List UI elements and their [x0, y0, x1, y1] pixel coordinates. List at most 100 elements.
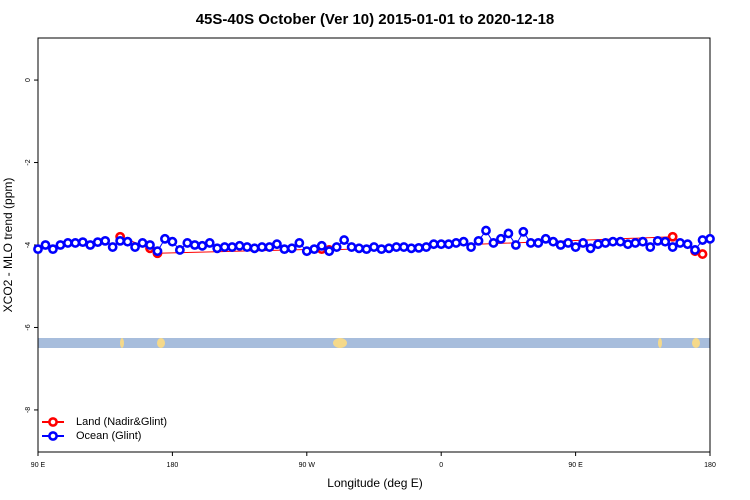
data-point [406, 243, 417, 254]
data-point [600, 238, 611, 248]
data-point [346, 242, 357, 252]
data-point [466, 242, 476, 252]
data-point [398, 242, 409, 252]
data-point [481, 225, 491, 236]
data-point [369, 242, 379, 252]
data-point [645, 242, 656, 252]
data-point [145, 240, 155, 250]
data-point [525, 238, 536, 248]
data-point [152, 246, 163, 257]
data-point [391, 242, 402, 252]
data-point [227, 242, 238, 252]
data-point [675, 238, 686, 248]
y-tick-label: -4 [25, 242, 32, 248]
data-point [540, 233, 551, 244]
data-point [593, 239, 603, 250]
land-patch [120, 338, 124, 348]
data-point [137, 238, 148, 248]
data-point [428, 239, 439, 250]
chart-title: 45S-40S October (Ver 10) 2015-01-01 to 2… [196, 11, 555, 28]
land-patch [658, 338, 662, 348]
data-point [637, 236, 648, 247]
data-point [578, 238, 588, 248]
x-tick-label: 0 [439, 462, 443, 469]
data-point [197, 240, 208, 251]
data-point [667, 242, 678, 252]
data-point [436, 239, 447, 250]
data-point [413, 242, 424, 253]
data-point [92, 237, 103, 248]
data-point [622, 239, 633, 250]
y-tick-label: -6 [25, 324, 32, 330]
y-tick-label: 0 [25, 78, 32, 82]
data-point [167, 236, 178, 247]
data-point [496, 233, 506, 244]
land-patch [692, 338, 700, 348]
data-point [182, 238, 193, 248]
legend-marker [48, 431, 58, 441]
data-point [107, 242, 118, 252]
data-point [294, 238, 305, 248]
data-point [533, 238, 544, 248]
data-point [189, 240, 200, 250]
data-point [212, 243, 223, 254]
data-point [473, 235, 484, 246]
data-point [272, 239, 282, 250]
y-tick-label: -8 [25, 407, 32, 413]
x-tick-label: 90 W [299, 462, 316, 469]
data-point [458, 236, 469, 247]
data-point [33, 244, 43, 255]
x-tick-label: 90 E [31, 462, 46, 469]
data-point [219, 242, 230, 252]
data-point [510, 240, 521, 250]
data-point [62, 238, 73, 248]
data-point [518, 226, 529, 237]
data-point [48, 244, 58, 255]
land-patch [333, 338, 347, 348]
mask-band [38, 338, 710, 348]
data-point [361, 244, 372, 255]
data-point [660, 236, 671, 247]
data-point [309, 244, 320, 255]
data-point [331, 242, 342, 252]
data-point [570, 242, 581, 252]
data-point [174, 245, 185, 255]
data-point [443, 239, 454, 250]
land-mask [38, 338, 710, 348]
data-point [376, 244, 387, 255]
data-point [286, 243, 297, 254]
data-point [301, 246, 312, 257]
data-point [160, 233, 170, 244]
data-point [630, 238, 641, 248]
y-tick-label: -2 [25, 159, 32, 165]
data-point [55, 240, 66, 250]
data-point [264, 242, 275, 252]
data-point [585, 243, 596, 254]
data-point [563, 238, 574, 248]
data-point [652, 235, 663, 246]
x-tick-label: 180 [704, 462, 716, 469]
data-point [421, 242, 432, 252]
y-axis-label: XCO2 - MLO trend (ppm) [1, 178, 15, 313]
data-point [697, 235, 708, 245]
data-point [234, 240, 245, 251]
data-point [615, 236, 626, 247]
data-point [697, 249, 708, 259]
legend-label: Ocean (Glint) [76, 430, 141, 442]
data-point [339, 235, 350, 245]
data-point [257, 242, 267, 252]
data-point [548, 236, 559, 247]
data-point [100, 235, 111, 246]
data-point [130, 242, 140, 252]
data-point [384, 243, 394, 254]
data-point [503, 228, 514, 239]
data-point [316, 240, 327, 251]
data-point [249, 243, 260, 254]
data-point [204, 238, 215, 248]
land-patch [157, 338, 165, 348]
data-point [242, 242, 252, 252]
x-tick-label: 180 [167, 462, 179, 469]
x-axis-label: Longitude (deg E) [327, 476, 422, 490]
data-point [451, 238, 462, 248]
